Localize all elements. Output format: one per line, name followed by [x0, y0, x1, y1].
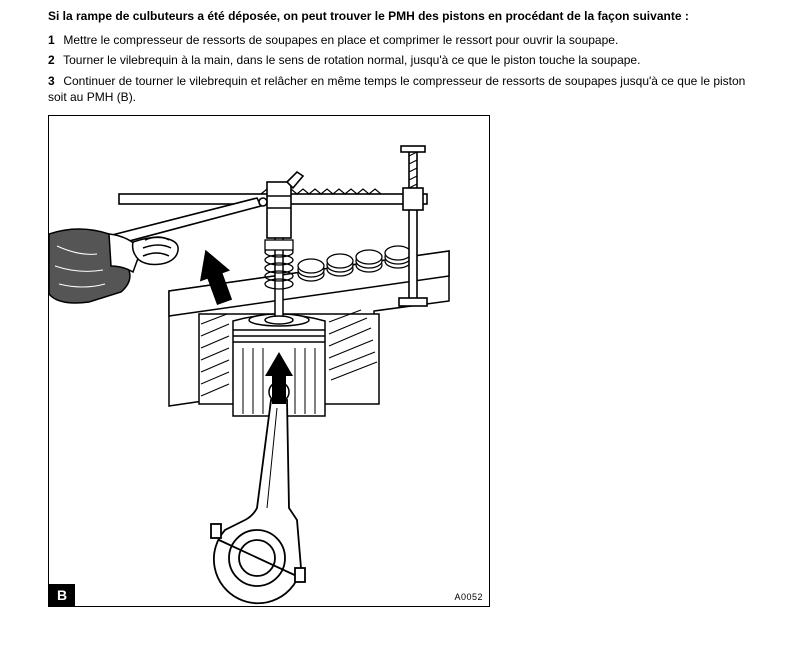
figure-corner-label: B [49, 584, 75, 606]
step-1-text: Mettre le compresseur de ressorts de sou… [63, 33, 618, 47]
figure-ref: A0052 [454, 592, 483, 602]
procedure-heading: Si la rampe de culbuteurs a été déposée,… [48, 8, 749, 24]
engine-diagram-svg [49, 116, 489, 606]
step-2: 2 Tourner le vilebrequin à la main, dans… [48, 52, 749, 68]
step-3-num: 3 [48, 73, 60, 89]
step-3-text: Continuer de tourner le vilebrequin et r… [48, 74, 745, 104]
step-3: 3 Continuer de tourner le vilebrequin et… [48, 73, 749, 105]
figure-b: B A0052 [48, 115, 490, 607]
step-1: 1 Mettre le compresseur de ressorts de s… [48, 32, 749, 48]
step-2-text: Tourner le vilebrequin à la main, dans l… [63, 53, 640, 67]
step-1-num: 1 [48, 32, 60, 48]
step-2-num: 2 [48, 52, 60, 68]
